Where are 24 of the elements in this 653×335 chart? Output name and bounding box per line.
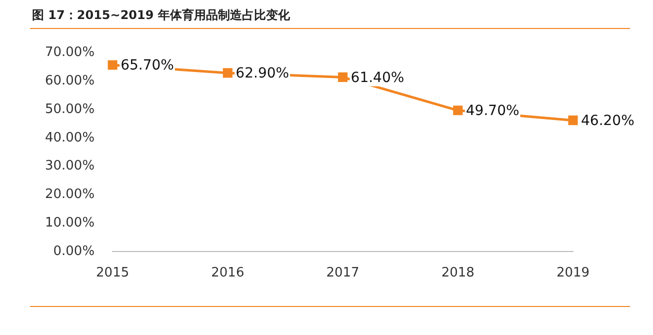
- chart-title: 图 17：2015~2019 年体育用品制造占比变化: [32, 7, 290, 24]
- data-label: 49.70%: [466, 103, 520, 120]
- point: [568, 116, 578, 126]
- x-tick-label: 2019: [556, 266, 590, 281]
- data-label: 61.40%: [350, 70, 404, 86]
- point: [108, 60, 118, 70]
- y-tick-label: 40.00%: [44, 130, 95, 146]
- y-tick-label: 20.00%: [44, 187, 95, 202]
- y-tick-label: 10.00%: [44, 215, 95, 230]
- data-label: 62.90%: [236, 66, 290, 82]
- point: [453, 106, 463, 116]
- y-tick-label: 60.00%: [44, 74, 95, 89]
- y-tick-label: 70.00%: [44, 45, 95, 60]
- y-tick-label: 30.00%: [44, 158, 95, 174]
- data-label: 46.20%: [581, 112, 634, 129]
- x-tick-label: 2016: [211, 266, 244, 281]
- y-tick-label: 0.00%: [53, 244, 95, 259]
- x-tick-label: 2017: [326, 266, 360, 281]
- point: [338, 72, 348, 82]
- data-label: 65.70%: [120, 58, 174, 74]
- x-tick-label: 2015: [96, 266, 130, 281]
- point: [222, 68, 232, 78]
- y-tick-label: 50.00%: [44, 102, 95, 117]
- x-tick-label: 2018: [441, 266, 474, 281]
